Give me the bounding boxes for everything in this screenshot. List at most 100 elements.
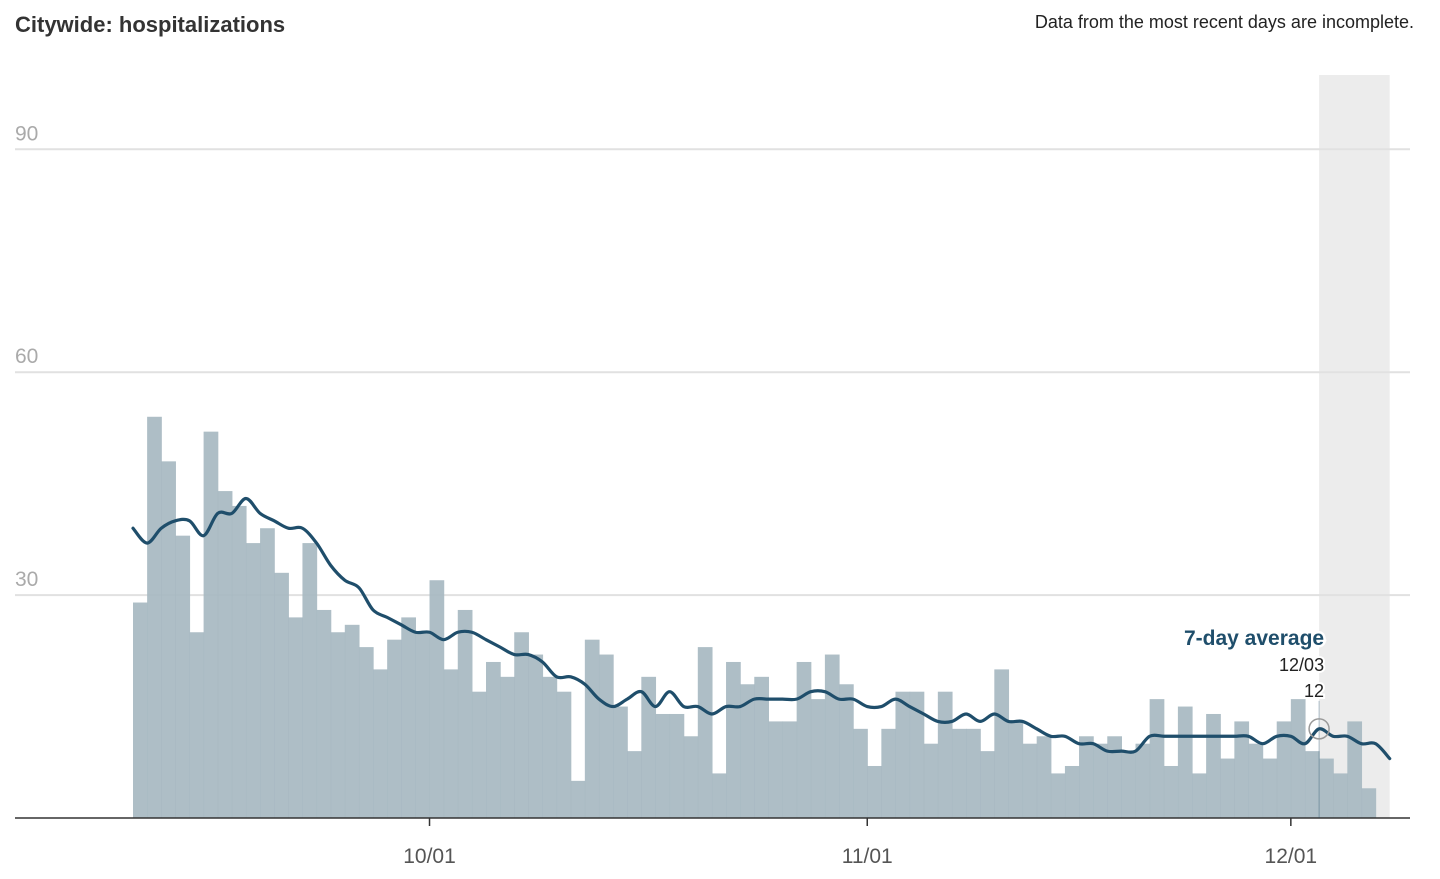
hospitalization-bar xyxy=(500,676,515,818)
hospitalization-bar xyxy=(1036,736,1052,818)
y-tick-label: 90 xyxy=(15,122,38,145)
hospitalization-bar xyxy=(514,632,529,818)
hospitalization-bar xyxy=(457,609,473,818)
hospitalization-bar xyxy=(754,676,769,818)
hospitalization-bar xyxy=(994,669,1010,818)
hospitalization-bar xyxy=(711,773,727,818)
hospitalization-bar xyxy=(486,661,501,818)
seven-day-average-line xyxy=(131,496,1392,761)
hospitalization-bar xyxy=(1022,743,1038,818)
hospitalization-bar xyxy=(683,736,699,818)
hospitalization-bar xyxy=(528,654,544,818)
hospitalization-bar xyxy=(316,609,332,818)
hospitalization-bar xyxy=(161,461,176,818)
hospitalization-bar xyxy=(401,617,416,818)
y-tick-label: 60 xyxy=(15,345,38,368)
annotation-marker xyxy=(1308,718,1330,740)
hospitalization-bar xyxy=(613,706,628,818)
hospitalization-bar xyxy=(1064,765,1080,818)
hospitalization-bar xyxy=(598,654,614,818)
x-tick-label: 11/01 xyxy=(842,845,893,868)
annotation-value: 12 xyxy=(1304,681,1324,701)
chart-title: Citywide: hospitalizations xyxy=(15,12,286,37)
hospitalization-bar xyxy=(1290,699,1306,818)
hospitalization-bar xyxy=(796,661,812,818)
annotation-date: 12/03 xyxy=(1279,655,1324,675)
hospitalization-bar xyxy=(853,728,868,818)
hospitalization-bar xyxy=(824,654,840,818)
hospitalization-bar xyxy=(1163,765,1179,818)
hospitalization-bar xyxy=(570,780,586,818)
hospitalization-bar xyxy=(951,728,967,818)
hospitalization-bar xyxy=(302,543,318,818)
hospitalization-bar xyxy=(1121,751,1137,818)
hospitalization-bar xyxy=(966,728,981,818)
hospitalization-bar xyxy=(217,491,233,818)
hospitalization-bar xyxy=(1107,736,1122,818)
hospitalization-bar xyxy=(373,669,388,818)
hospitalization-bar xyxy=(881,728,897,818)
hospitalization-bar xyxy=(471,691,487,818)
hospitalization-bar xyxy=(937,691,953,818)
hospitalization-bar xyxy=(203,431,219,818)
hospitalization-bar xyxy=(641,676,657,818)
hospitalization-bar xyxy=(1276,721,1292,818)
hospitalization-bar xyxy=(1079,736,1094,818)
hospitalization-bar xyxy=(923,743,939,818)
annotation-title: 7-day average xyxy=(1184,627,1324,650)
hospitalization-bar xyxy=(1008,721,1024,818)
hospitalization-bar xyxy=(542,676,558,818)
hospitalization-bar xyxy=(133,602,148,818)
hospitalization-bar xyxy=(288,617,304,818)
hospitalization-bar xyxy=(740,684,755,818)
hospitalization-bar xyxy=(344,624,360,818)
hospitalization-bar xyxy=(175,535,191,818)
hospitalization-bar xyxy=(627,751,642,818)
hospitalization-bar xyxy=(839,684,854,818)
hospitalization-bar xyxy=(556,691,572,818)
hospitalization-bar xyxy=(1135,743,1151,818)
hospitalization-bar xyxy=(147,416,162,818)
hospitalization-bar xyxy=(245,543,261,818)
x-tick-label: 12/01 xyxy=(1265,845,1318,868)
hospitalization-bar xyxy=(1347,721,1363,818)
hospitalization-bar xyxy=(782,721,798,818)
hospitalization-bar xyxy=(1333,773,1348,818)
hospitalization-bar xyxy=(1234,721,1250,818)
incomplete-data-band xyxy=(1319,75,1390,818)
hospitalization-bar xyxy=(1149,699,1165,818)
hospitalization-bar xyxy=(1304,751,1320,818)
hospitalization-bar xyxy=(358,647,374,818)
hospitalization-bar xyxy=(429,580,445,818)
hospitalization-bar xyxy=(443,669,459,818)
hospitalization-bar xyxy=(726,661,741,818)
hospitalization-bar xyxy=(697,647,713,818)
hospitalization-bar xyxy=(1248,743,1264,818)
hospitalization-bar xyxy=(1361,788,1377,818)
incomplete-data-note: Data from the most recent days are incom… xyxy=(1034,12,1414,32)
hospitalization-bar xyxy=(260,528,275,818)
hospitalization-bar xyxy=(274,572,289,818)
hospitalization-bar xyxy=(189,632,205,818)
hospitalization-bar xyxy=(867,765,882,818)
hospitalization-bar xyxy=(810,699,826,818)
hospitalization-bar xyxy=(387,639,402,818)
hospitalization-bar xyxy=(980,751,995,818)
hospitalization-bar xyxy=(1050,773,1066,818)
hospitalization-bar xyxy=(669,713,685,818)
x-tick-label: 10/01 xyxy=(403,845,456,868)
hospitalization-bar xyxy=(330,632,346,818)
hospitalization-bar xyxy=(1206,713,1221,818)
hospitalization-bar xyxy=(415,632,431,818)
hospitalization-bar xyxy=(1093,743,1108,818)
hospitalization-bar xyxy=(1177,706,1193,818)
hospitalization-bar xyxy=(909,691,925,818)
hospitalization-bar xyxy=(655,713,671,818)
hospitalization-bar xyxy=(768,721,784,818)
hospitalization-bar xyxy=(584,639,600,818)
y-tick-label: 30 xyxy=(15,568,38,591)
hospitalization-bar xyxy=(895,691,911,818)
hospitalization-bar xyxy=(1319,758,1334,818)
